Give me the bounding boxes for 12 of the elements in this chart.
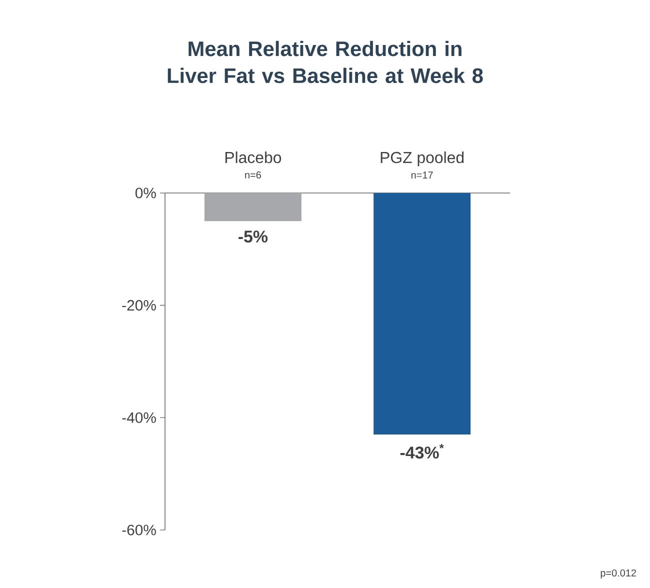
data-label: -43%$^{*}$ — [400, 444, 444, 459]
x-tick-label: Placebo — [225, 151, 282, 164]
y-tick-label: -40% — [122, 412, 156, 423]
y-tick-label: 0% — [135, 188, 156, 198]
annotation: n=6 — [245, 171, 261, 178]
x-tick-label: PGZ pooled — [380, 151, 464, 166]
data-label: -5% — [238, 230, 268, 243]
y-tick-label: -20% — [122, 300, 156, 311]
text: p=0.012 — [600, 569, 636, 578]
y-tick-label: -60% — [122, 524, 156, 536]
annotation: n=17 — [412, 172, 433, 178]
chart-title: Mean Relative Reduction in Liver Fat vs Baseline at Week 8 — [168, 40, 483, 84]
